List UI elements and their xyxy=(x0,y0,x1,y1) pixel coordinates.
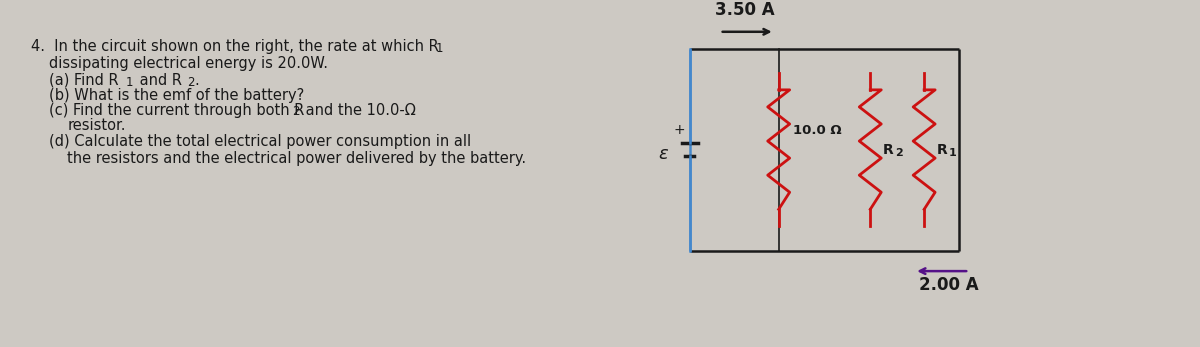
Text: 1: 1 xyxy=(949,148,956,158)
Text: ε: ε xyxy=(658,145,668,163)
Text: 4.  In the circuit shown on the right, the rate at which R: 4. In the circuit shown on the right, th… xyxy=(31,39,439,54)
Text: 2: 2 xyxy=(895,148,902,158)
Text: (b) What is the emf of the battery?: (b) What is the emf of the battery? xyxy=(49,88,305,103)
Text: (a) Find R: (a) Find R xyxy=(49,73,119,88)
Text: R: R xyxy=(883,143,894,156)
Text: 2.00 A: 2.00 A xyxy=(919,276,979,294)
Text: 10.0 Ω: 10.0 Ω xyxy=(793,125,841,137)
Text: resistor.: resistor. xyxy=(67,118,126,133)
Text: 3.50 A: 3.50 A xyxy=(715,1,774,19)
Text: the resistors and the electrical power delivered by the battery.: the resistors and the electrical power d… xyxy=(67,151,527,166)
Text: +: + xyxy=(673,124,685,137)
Text: dissipating electrical energy is 20.0W.: dissipating electrical energy is 20.0W. xyxy=(49,56,329,71)
Text: (d) Calculate the total electrical power consumption in all: (d) Calculate the total electrical power… xyxy=(49,134,472,149)
Text: 2: 2 xyxy=(292,105,299,118)
Text: and R: and R xyxy=(136,73,182,88)
Text: 1: 1 xyxy=(436,42,443,55)
Text: 1: 1 xyxy=(126,76,133,88)
Text: and the 10.0-Ω: and the 10.0-Ω xyxy=(301,103,415,118)
Text: R: R xyxy=(937,143,948,156)
Text: .: . xyxy=(194,73,199,88)
Text: (c) Find the current through both R: (c) Find the current through both R xyxy=(49,103,305,118)
Text: 2: 2 xyxy=(187,76,194,88)
